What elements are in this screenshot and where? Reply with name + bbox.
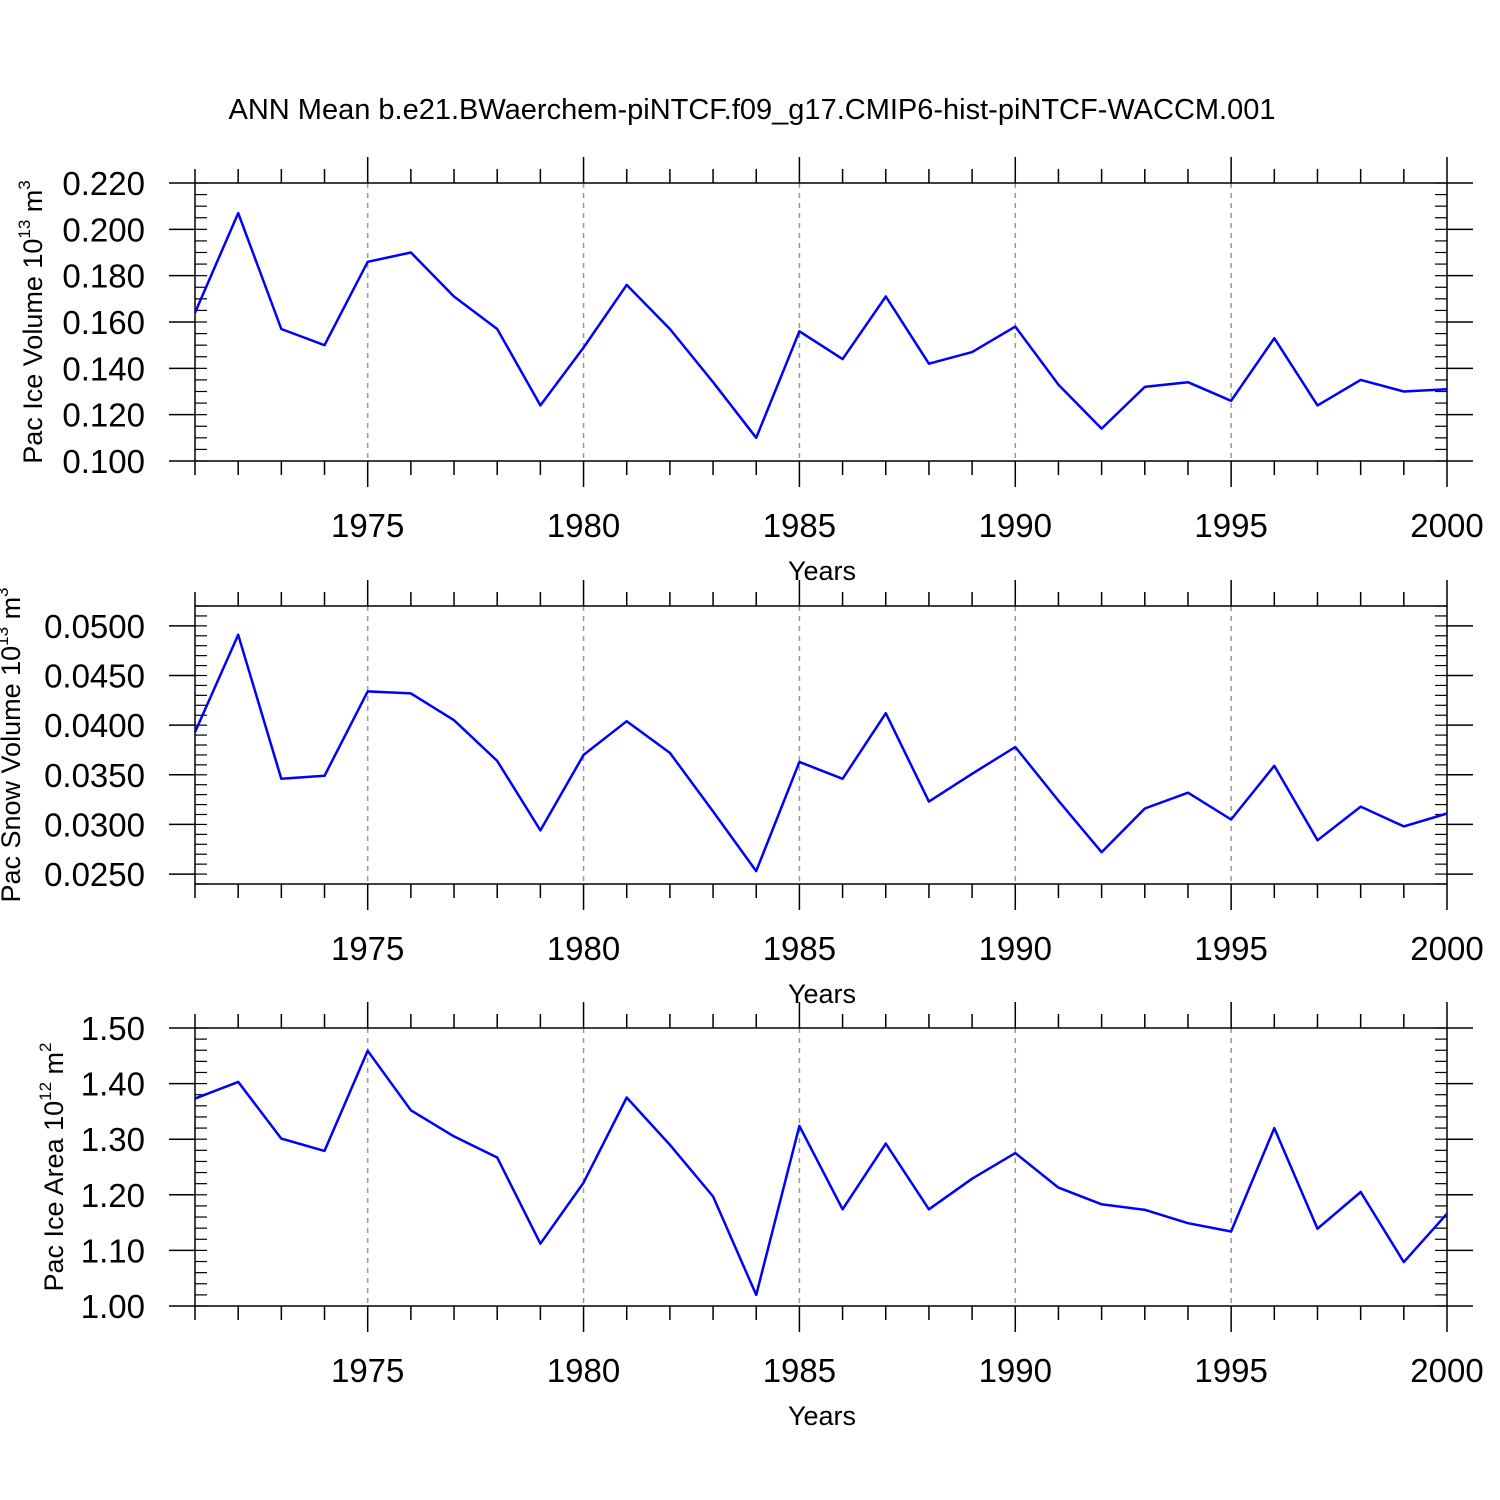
y-tick-label: 0.140	[62, 350, 145, 387]
series-line-pac-snow-volume	[193, 633, 1448, 873]
panel-pac-snow-volume: 0.0250 0.0300 0.0350 0.0400 0.0450 0.0500 1975…	[0, 580, 1484, 1009]
x-axis-label: Years	[788, 979, 856, 1009]
y-axis-label: Pac Snow Volume 1013 m3	[0, 587, 26, 902]
y-axis-label: Pac Ice Volume 1013 m3	[15, 180, 48, 464]
x-tick-label: 1985	[763, 930, 836, 967]
plot-frame	[194, 1027, 1448, 1307]
y-tick-label: 0.180	[62, 258, 145, 295]
x-tick-label: 1990	[979, 507, 1052, 544]
x-tick-label: 1975	[331, 507, 404, 544]
y-tick-label: 0.0300	[44, 806, 145, 843]
x-tick-label: 1975	[331, 930, 404, 967]
y-tick-label: 1.40	[81, 1066, 145, 1103]
x-tick-label: 1985	[763, 507, 836, 544]
y-tick-label: 0.0500	[44, 608, 145, 645]
x-tick-label: 2000	[1410, 507, 1483, 544]
y-tick-label: 0.160	[62, 304, 145, 341]
x-tick-label: 2000	[1410, 1352, 1483, 1389]
x-tick-label: 1980	[547, 507, 620, 544]
y-tick-label: 1.30	[81, 1121, 145, 1158]
x-tick-label: 1990	[979, 930, 1052, 967]
series-line-pac-ice-volume	[193, 211, 1448, 440]
y-tick-label: 1.50	[81, 1010, 145, 1047]
panel-pac-ice-area: 1.00 1.10 1.20 1.30 1.40 1.50 1975 1980 1985 1990…	[36, 1002, 1484, 1431]
y-tick-label: 1.20	[81, 1177, 145, 1214]
x-tick-label: 2000	[1410, 930, 1483, 967]
y-tick-label: 1.00	[81, 1288, 145, 1325]
y-axis-label: Pac Ice Area 1012 m2	[36, 1042, 69, 1291]
y-tick-label: 0.220	[62, 165, 145, 202]
y-tick-label: 0.0250	[44, 856, 145, 893]
y-tick-label: 0.120	[62, 397, 145, 434]
x-tick-label: 1990	[979, 1352, 1052, 1389]
x-axis-label: Years	[788, 1401, 856, 1431]
y-tick-label: 0.100	[62, 443, 145, 480]
x-tick-label: 1995	[1194, 1352, 1267, 1389]
y-tick-label: 0.0450	[44, 658, 145, 695]
chart-title: ANN Mean b.e21.BWaerchem-piNTCF.f09_g17.…	[229, 94, 1276, 126]
y-tick-label: 0.0350	[44, 757, 145, 794]
x-axis-label: Years	[788, 556, 856, 586]
x-tick-label: 1995	[1194, 507, 1267, 544]
y-tick-label: 0.0400	[44, 707, 145, 744]
x-tick-label: 1980	[547, 930, 620, 967]
y-tick-label: 1.10	[81, 1232, 145, 1269]
panel-pac-ice-volume: 0.100 0.120 0.140 0.160 0.180 0.200 0.220 1975 1…	[15, 157, 1484, 586]
x-tick-label: 1980	[547, 1352, 620, 1389]
x-tick-label: 1995	[1194, 930, 1267, 967]
x-tick-label: 1985	[763, 1352, 836, 1389]
series-line-pac-ice-area	[194, 1049, 1448, 1297]
y-tick-label: 0.200	[62, 211, 145, 248]
x-tick-label: 1975	[331, 1352, 404, 1389]
